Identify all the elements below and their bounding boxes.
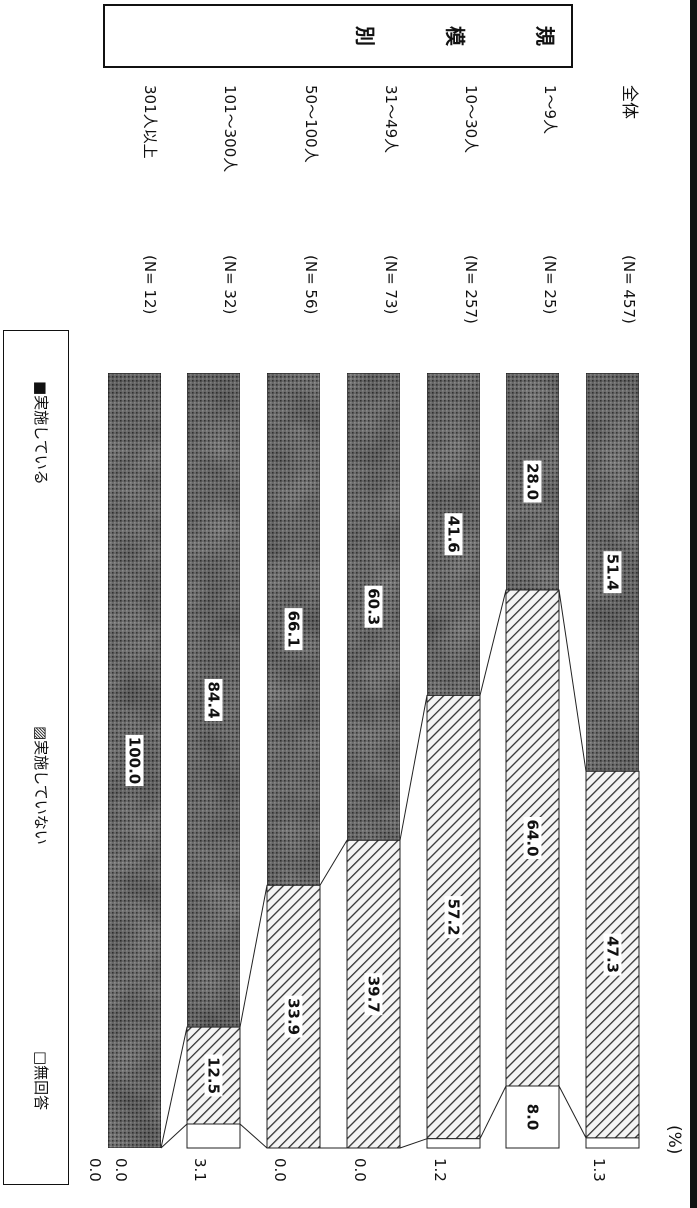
value-label: 28.0 <box>523 460 542 503</box>
value-label: 84.4 <box>204 679 223 721</box>
value-label-text: 84.4 <box>205 681 223 718</box>
edge-value-label: 0.0 <box>112 1158 130 1182</box>
edge-value-label: 1.3 <box>590 1158 608 1182</box>
value-label-bg <box>364 585 383 628</box>
value-label-bg <box>603 551 622 594</box>
value-label-text: 12.5 <box>205 1057 223 1094</box>
bar-group <box>107 372 640 1149</box>
value-label-text: 47.3 <box>604 936 622 973</box>
value-label-bg <box>204 1054 223 1097</box>
value-label-text: 60.3 <box>365 588 383 625</box>
value-label: 41.6 <box>444 513 463 556</box>
value-label-bg <box>523 460 542 503</box>
value-label: 57.2 <box>444 896 463 939</box>
value-label-bg <box>125 735 144 786</box>
value-label-bg <box>444 896 463 939</box>
value-label-bg <box>603 933 622 976</box>
value-label: 64.0 <box>523 817 542 859</box>
scan-edge-border <box>690 0 697 1208</box>
connector-line <box>319 840 348 886</box>
value-label-text: 41.6 <box>445 516 463 553</box>
connector-line <box>239 885 268 1028</box>
value-labels: 51.4 47.3 28.0 64.0 8.0 41.6 57.2 60.3 39.7 66.1 3… <box>125 460 622 1134</box>
value-label-bg <box>204 679 223 721</box>
edge-value-label: 3.1 <box>191 1158 209 1182</box>
value-label-bg <box>523 817 542 859</box>
edge-value-label: 1.2 <box>431 1158 449 1182</box>
connector-line <box>239 1123 268 1149</box>
value-label-text: 33.9 <box>285 998 303 1035</box>
value-label-text: 28.0 <box>524 463 542 500</box>
edge-value-label: 0.0 <box>351 1158 369 1182</box>
connector-line <box>399 1138 428 1149</box>
connector-line <box>399 695 428 841</box>
value-label-bg <box>284 995 303 1038</box>
value-label: 60.3 <box>364 585 383 628</box>
edge-labels: 1.3 1.2 0.0 0.0 3.1 0.0 0.0 <box>86 1158 608 1182</box>
connector-lines <box>160 589 587 1149</box>
value-label-text: 8.0 <box>524 1104 542 1131</box>
value-label: 47.3 <box>603 933 622 976</box>
bar-no-answer <box>585 1137 640 1149</box>
connector-line <box>558 1085 587 1139</box>
value-label: 66.1 <box>284 608 303 651</box>
connector-line <box>479 1085 507 1139</box>
value-label-bg <box>284 608 303 651</box>
value-label-text: 57.2 <box>445 899 463 936</box>
bar-no-answer <box>186 1123 241 1149</box>
legend-box: ■実施している ▨実施していない □無回答 <box>3 330 69 1185</box>
value-label: 33.9 <box>284 995 303 1038</box>
value-label: 12.5 <box>204 1054 223 1097</box>
value-label: 39.7 <box>364 973 383 1016</box>
value-label-text: 51.4 <box>604 554 622 591</box>
value-label-text: 100.0 <box>126 737 144 784</box>
value-label: 8.0 <box>523 1100 542 1134</box>
connector-line <box>479 589 507 696</box>
value-label: 100.0 <box>125 735 144 786</box>
value-label-text: 64.0 <box>524 819 542 856</box>
value-label-text: 39.7 <box>365 976 383 1013</box>
connector-line <box>558 589 587 772</box>
bar-no-answer <box>426 1138 481 1149</box>
value-label-text: 66.1 <box>285 611 303 648</box>
connector-line <box>160 1123 188 1149</box>
edge-value-label: 0.0 <box>271 1158 289 1182</box>
value-label-bg <box>444 513 463 556</box>
connector-line <box>160 1026 188 1149</box>
value-label-bg <box>364 973 383 1016</box>
value-label-bg <box>523 1100 542 1134</box>
value-label: 51.4 <box>603 551 622 594</box>
group-box: 規 模 別 <box>103 4 573 68</box>
edge-value-label: 0.0 <box>86 1158 104 1182</box>
